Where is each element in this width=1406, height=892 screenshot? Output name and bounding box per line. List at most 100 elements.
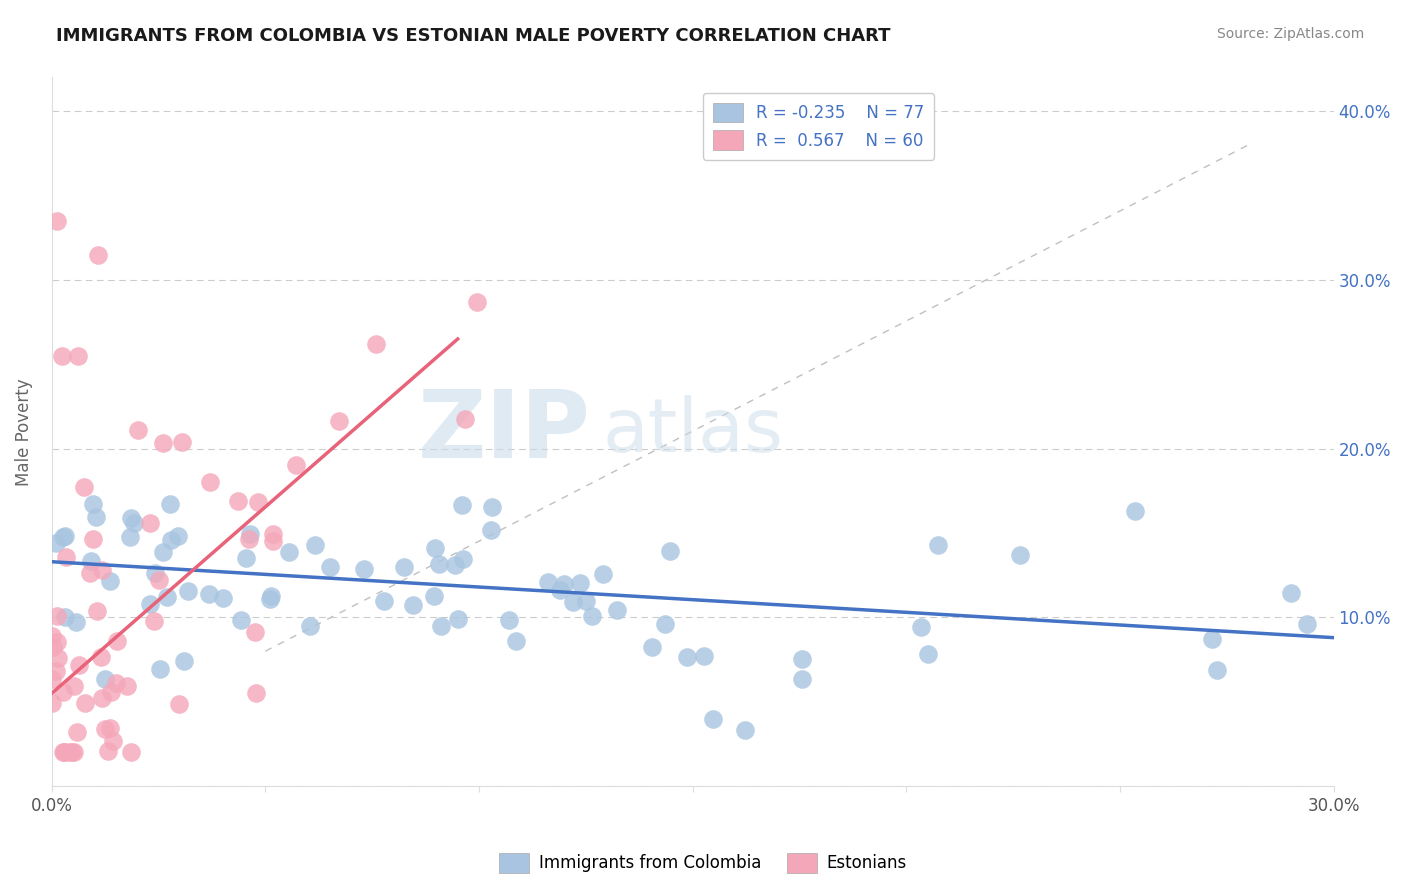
Point [63, 679, 86, 693]
Point [139, 597, 162, 611]
Point [917, 647, 939, 661]
Point [353, 561, 375, 575]
Point [41, 696, 63, 710]
Point [172, 434, 194, 449]
Point [197, 587, 219, 601]
Point [98, 574, 121, 588]
Point [304, 538, 326, 552]
Point [239, 527, 262, 541]
Point [143, 566, 166, 580]
Point [575, 594, 598, 608]
Point [176, 584, 198, 599]
Point [505, 633, 527, 648]
Point [568, 575, 591, 590]
Point [67, 658, 90, 673]
Point [120, 510, 142, 524]
Point [139, 516, 162, 531]
Point [51, 349, 73, 363]
Point [53, 745, 76, 759]
Point [641, 640, 664, 654]
Point [72, 480, 94, 494]
Point [148, 574, 170, 588]
Point [658, 543, 681, 558]
Point [60, 745, 83, 759]
Point [259, 591, 281, 606]
Point [90, 650, 112, 665]
Point [115, 679, 138, 693]
Point [53, 529, 76, 543]
Point [101, 734, 124, 748]
Point [606, 603, 628, 617]
Point [97, 744, 120, 758]
Point [90, 563, 112, 577]
Point [284, 458, 307, 472]
Point [1201, 632, 1223, 646]
Point [465, 295, 488, 310]
Point [592, 567, 614, 582]
Point [1295, 616, 1317, 631]
Point [553, 576, 575, 591]
Point [79, 566, 101, 581]
Point [46, 214, 69, 228]
Point [450, 498, 472, 512]
Point [498, 613, 520, 627]
Point [262, 533, 284, 548]
Point [120, 745, 142, 759]
Point [243, 625, 266, 640]
Point [425, 541, 447, 555]
Point [790, 652, 813, 666]
Point [62, 745, 84, 759]
Point [734, 723, 756, 738]
Point [82, 497, 104, 511]
Point [45, 608, 67, 623]
Point [167, 529, 190, 543]
Point [104, 676, 127, 690]
Point [143, 614, 166, 628]
Point [235, 551, 257, 566]
Text: ZIP: ZIP [418, 386, 591, 478]
Point [654, 616, 676, 631]
Point [702, 712, 724, 726]
Point [105, 633, 128, 648]
Point [246, 495, 269, 509]
Point [156, 590, 179, 604]
Point [373, 594, 395, 608]
Point [401, 598, 423, 612]
Point [447, 612, 470, 626]
Point [238, 532, 260, 546]
Point [55, 550, 77, 565]
Point [90, 691, 112, 706]
Point [444, 558, 467, 573]
Point [86, 604, 108, 618]
Point [86, 510, 108, 524]
Point [790, 672, 813, 686]
Point [45, 635, 67, 649]
Point [278, 545, 301, 559]
Point [53, 610, 76, 624]
Point [53, 745, 76, 759]
Point [66, 725, 89, 739]
Point [65, 615, 87, 629]
Point [481, 500, 503, 515]
Point [328, 414, 350, 428]
Text: IMMIGRANTS FROM COLOMBIA VS ESTONIAN MALE POVERTY CORRELATION CHART: IMMIGRANTS FROM COLOMBIA VS ESTONIAN MAL… [56, 27, 891, 45]
Point [152, 435, 174, 450]
Point [263, 527, 285, 541]
Point [100, 685, 122, 699]
Point [173, 654, 195, 668]
Point [159, 497, 181, 511]
Y-axis label: Male Poverty: Male Poverty [15, 378, 32, 485]
Point [229, 613, 252, 627]
Point [927, 539, 949, 553]
Point [427, 557, 450, 571]
Point [1010, 548, 1032, 562]
Point [676, 650, 699, 665]
Point [52, 745, 75, 759]
Point [299, 619, 322, 633]
Point [479, 524, 502, 538]
Legend: R = -0.235    N = 77, R =  0.567    N = 60: R = -0.235 N = 77, R = 0.567 N = 60 [703, 93, 935, 160]
Point [548, 583, 571, 598]
Point [94, 672, 117, 686]
Point [910, 620, 932, 634]
Point [122, 516, 145, 530]
